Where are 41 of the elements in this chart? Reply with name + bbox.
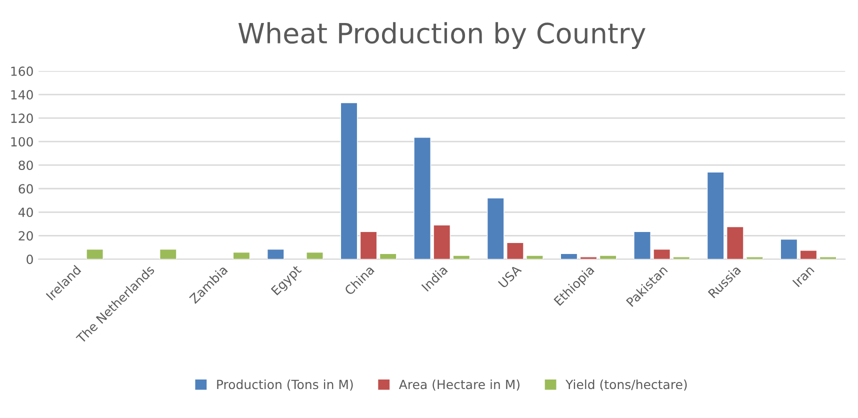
bar	[653, 248, 670, 260]
bar	[780, 238, 798, 260]
bar	[232, 252, 250, 260]
legend-label: Yield (tons/hectare)	[566, 380, 687, 391]
y-tick-label: 160	[11, 66, 33, 76]
chart-title: Wheat Production by Country	[238, 22, 646, 50]
bar	[452, 255, 470, 260]
y-tick-label: 0	[26, 254, 33, 264]
bar	[414, 137, 431, 260]
y-tick-label: 20	[18, 231, 33, 241]
bar	[159, 248, 177, 260]
bar	[267, 248, 284, 260]
y-tick-label: 40	[18, 208, 33, 218]
bar	[360, 231, 378, 260]
bar	[672, 256, 690, 260]
bar	[634, 231, 651, 260]
bar	[526, 255, 544, 260]
y-tick-label: 140	[11, 90, 33, 100]
y-tick-label: 80	[18, 160, 33, 170]
x-tick-label: Iran	[792, 265, 815, 288]
y-tick-label: 60	[18, 184, 33, 194]
legend-label: Production (Tons in M)	[217, 380, 353, 391]
bar	[580, 256, 598, 260]
bar	[340, 102, 358, 260]
bar	[599, 255, 617, 260]
legend-label: Area (Hectare in M)	[398, 380, 520, 391]
bar	[560, 253, 578, 260]
bar	[706, 172, 724, 260]
y-tick-label: 100	[11, 137, 33, 147]
y-tick-label: 120	[11, 114, 33, 124]
bar	[306, 252, 324, 260]
bar	[433, 224, 451, 260]
bar	[819, 256, 837, 260]
x-tick-label: USA	[498, 264, 522, 288]
bar	[86, 248, 104, 260]
bar	[746, 256, 764, 260]
bar	[506, 242, 524, 260]
bar	[800, 250, 818, 260]
bar	[379, 253, 397, 260]
bar	[726, 226, 744, 260]
bar	[486, 198, 504, 260]
